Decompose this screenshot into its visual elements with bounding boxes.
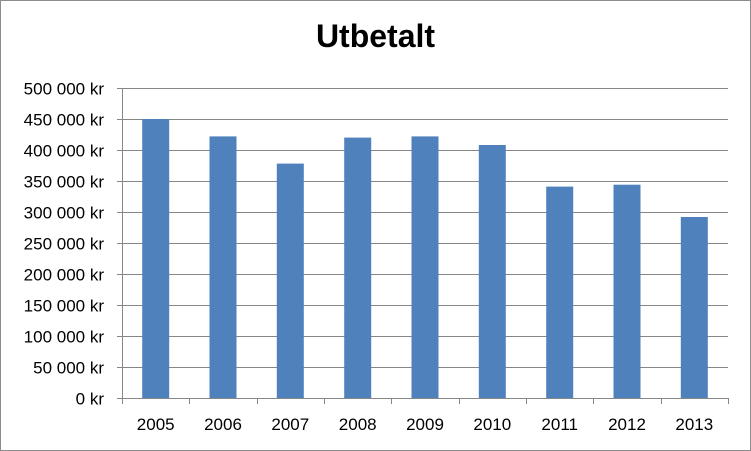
y-tick-label: 100 000 kr — [24, 328, 105, 347]
bar-2006 — [209, 136, 237, 398]
bar-2009 — [411, 136, 439, 398]
x-tick-label: 2011 — [541, 415, 578, 434]
y-tick-label: 400 000 kr — [24, 142, 105, 161]
y-tick-label: 0 kr — [76, 390, 105, 409]
y-tick-label: 50 000 kr — [33, 359, 104, 378]
y-tick-label: 500 000 kr — [24, 80, 105, 99]
bar-2010 — [478, 145, 506, 398]
y-tick-label: 350 000 kr — [24, 173, 105, 192]
y-tick-label: 250 000 kr — [24, 235, 105, 254]
bar-2007 — [276, 163, 304, 398]
x-tick-label: 2006 — [204, 415, 242, 434]
bar-2008 — [344, 137, 372, 398]
chart-title: Utbetalt — [315, 18, 436, 54]
bar-2011 — [546, 186, 574, 398]
bar-2012 — [613, 184, 641, 398]
x-tick-label: 2005 — [137, 415, 175, 434]
y-tick-label: 150 000 kr — [24, 297, 105, 316]
x-tick-label: 2012 — [608, 415, 646, 434]
x-tick-label: 2010 — [473, 415, 511, 434]
x-tick-label: 2007 — [271, 415, 309, 434]
x-tick-label: 2008 — [339, 415, 377, 434]
y-tick-label: 300 000 kr — [24, 204, 105, 223]
x-tick-label: 2013 — [675, 415, 713, 434]
y-tick-label: 200 000 kr — [24, 266, 105, 285]
y-tick-label: 450 000 kr — [24, 111, 105, 130]
x-tick-label: 2009 — [406, 415, 444, 434]
bar-2005 — [142, 119, 170, 398]
bar-2013 — [680, 217, 708, 398]
